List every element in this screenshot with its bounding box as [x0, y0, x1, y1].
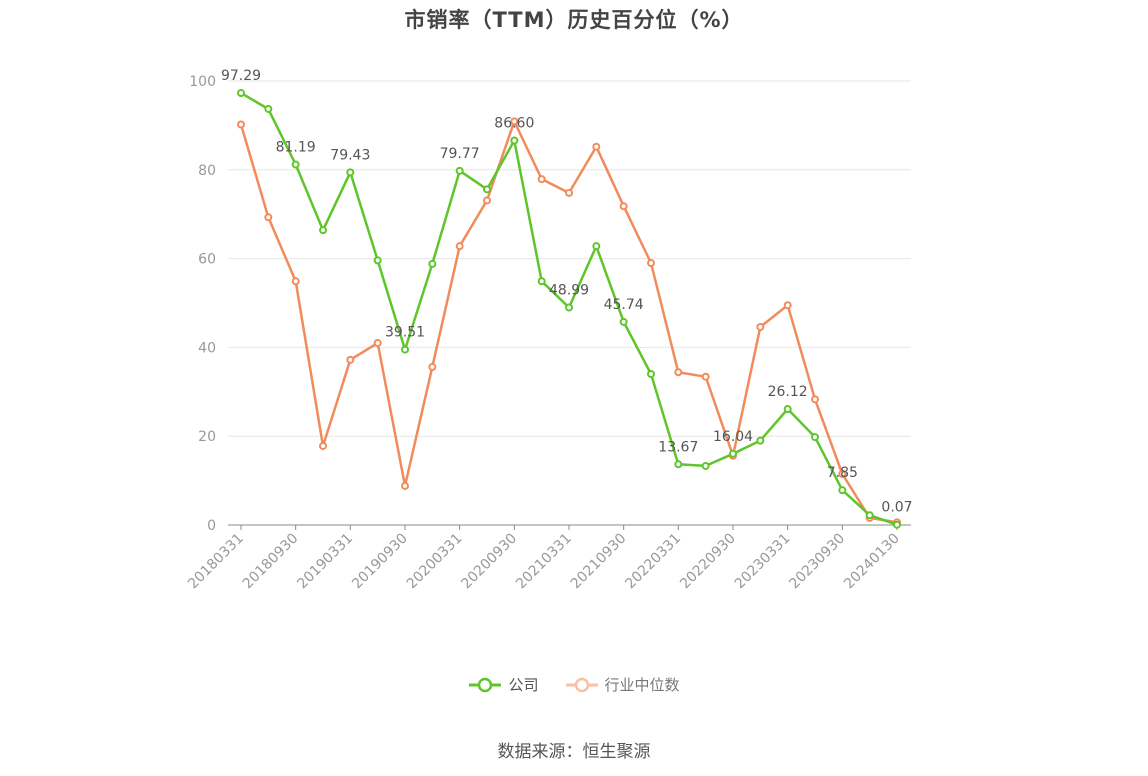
x-tick-label: 20210930: [568, 531, 630, 593]
x-tick-label: 20190930: [349, 531, 411, 593]
data-point: [237, 89, 245, 98]
data-point: [838, 486, 847, 495]
line-chart: 0 20 40 60 80 100 201803312018093020190331201…: [185, 68, 913, 593]
x-tick-label: 20190331: [294, 531, 356, 593]
data-point: [428, 362, 437, 371]
legend-company-icon: [469, 677, 502, 692]
data-label: 45.74: [604, 297, 644, 313]
data-point: [455, 242, 464, 251]
data-point: [756, 322, 765, 331]
y-axis: 0 20 40 60 80 100: [189, 74, 216, 534]
legend-industry-label: 行业中位数: [604, 676, 680, 694]
data-point: [893, 520, 901, 529]
data-label: 97.29: [221, 68, 261, 84]
data-point: [237, 120, 245, 129]
data-label: 79.43: [330, 147, 370, 163]
data-label: 13.67: [658, 439, 698, 455]
y-tick-label: 60: [198, 252, 216, 268]
legend-item-industry[interactable]: 行业中位数: [565, 674, 680, 695]
legend-industry-icon: [565, 677, 598, 692]
legend-item-company[interactable]: 公司: [468, 674, 539, 695]
data-label: 7.85: [827, 465, 858, 481]
x-axis: 2018033120180930201903312019093020200331…: [185, 524, 911, 593]
data-point: [428, 259, 437, 268]
data-point: [701, 372, 710, 381]
x-tick-label: 20200331: [404, 531, 466, 593]
x-tick-label: 20230331: [732, 531, 794, 593]
y-tick-label: 0: [207, 518, 216, 534]
data-point: [291, 277, 300, 286]
data-point: [346, 355, 355, 364]
data-point: [483, 196, 491, 205]
data-point: [811, 433, 819, 442]
data-point: [291, 160, 300, 169]
y-tick-label: 20: [198, 429, 216, 445]
data-label: 16.04: [713, 429, 753, 445]
data-point: [401, 481, 409, 490]
data-point: [401, 345, 409, 354]
data-point: [701, 461, 710, 470]
data-point: [483, 185, 491, 194]
x-tick-label: 20180930: [240, 531, 302, 593]
x-tick-label: 20230930: [786, 531, 848, 593]
series-lines: [237, 89, 901, 529]
y-tick-label: 100: [189, 74, 216, 90]
data-point: [455, 166, 464, 175]
data-point: [319, 441, 327, 450]
data-point: [647, 259, 655, 268]
data-labels: 97.29 81.19 79.43 39.51 79.77 86.60 48.99 45.74…: [221, 68, 913, 516]
data-point: [592, 242, 601, 251]
data-label: 0.07: [881, 500, 912, 516]
data-point: [647, 370, 655, 379]
data-label: 48.99: [549, 282, 589, 298]
data-point: [565, 188, 573, 197]
x-tick-label: 20240130: [841, 531, 903, 593]
data-point: [319, 226, 327, 235]
grid-lines: [228, 80, 911, 437]
data-label: 79.77: [440, 146, 480, 162]
data-label: 86.60: [494, 115, 534, 131]
data-point: [674, 368, 683, 377]
data-point: [619, 317, 628, 326]
x-tick-label: 20180331: [185, 531, 247, 593]
y-tick-label: 40: [198, 340, 216, 356]
data-label: 26.12: [768, 384, 808, 400]
data-point: [373, 338, 382, 347]
x-tick-label: 20200930: [458, 531, 520, 593]
data-point: [537, 175, 546, 184]
legend: 公司 行业中位数: [0, 674, 1148, 695]
x-tick-label: 20220331: [622, 531, 684, 593]
data-point: [565, 303, 573, 312]
data-label: 39.51: [385, 325, 425, 341]
data-point: [783, 301, 792, 310]
data-point: [510, 117, 519, 126]
data-point: [264, 213, 273, 222]
data-point: [838, 469, 847, 478]
data-point: [729, 449, 737, 458]
series-line-industry: [239, 120, 898, 524]
data-point: [537, 277, 546, 286]
y-tick-label: 80: [198, 163, 216, 179]
data-point: [619, 202, 628, 211]
data-point: [674, 460, 683, 469]
chart-title: 市销率（TTM）历史百分位（%）: [404, 8, 744, 32]
data-point: [592, 142, 601, 151]
data-point: [811, 395, 819, 404]
data-point: [510, 136, 519, 145]
data-point: [756, 436, 765, 445]
data-point: [373, 256, 382, 265]
legend-company-label: 公司: [508, 676, 539, 694]
data-point: [865, 511, 874, 520]
data-point: [346, 168, 355, 177]
data-point: [264, 104, 273, 113]
x-tick-label: 20220930: [677, 531, 739, 593]
data-source: 数据来源：恒生聚源: [497, 742, 651, 762]
data-label: 81.19: [276, 140, 316, 156]
x-tick-label: 20210331: [513, 531, 575, 593]
data-point: [783, 405, 792, 414]
